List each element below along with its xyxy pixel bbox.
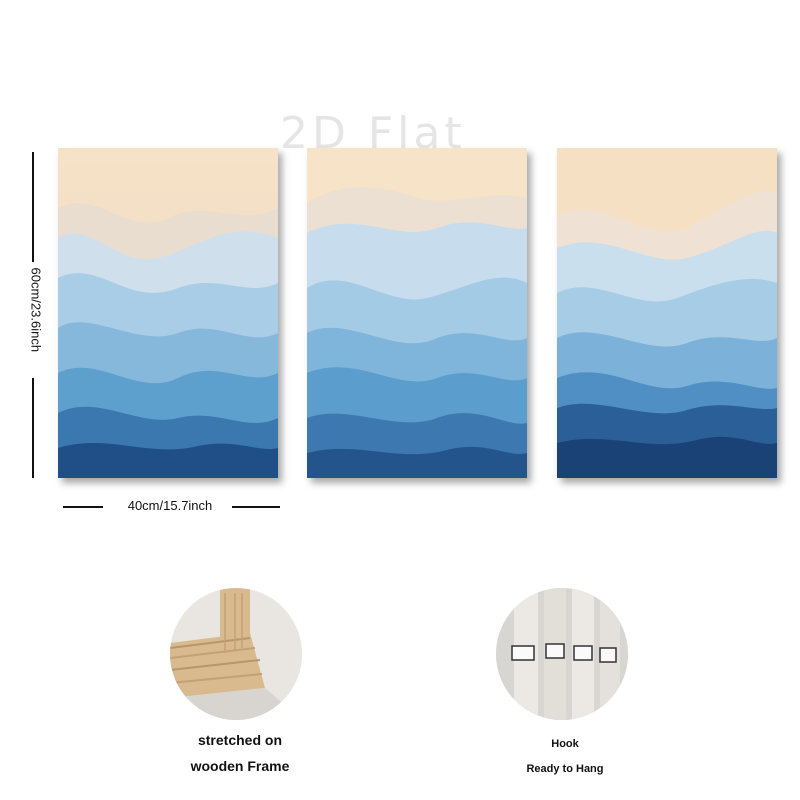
middle-canvas-panel [307, 148, 527, 478]
hook-icon [496, 588, 628, 720]
right-canvas-panel [557, 148, 777, 478]
wave-art-image [58, 148, 278, 478]
width-dimension-line-left [63, 506, 103, 508]
height-dimension-line-bottom [32, 378, 34, 478]
width-dimension-label: 40cm/15.7inch [127, 498, 213, 513]
wave-art-image [307, 148, 527, 478]
frame-caption-line2: wooden Frame [190, 758, 290, 774]
wooden-frame-icon [170, 588, 302, 720]
frame-caption-line1: stretched on [197, 732, 282, 748]
left-canvas-panel [58, 148, 278, 478]
hook-caption-line1: Hook [551, 738, 579, 750]
wooden-frame-photo [170, 588, 302, 720]
wave-art-image [557, 148, 777, 478]
hook-photo [496, 588, 628, 720]
width-dimension-line-right [232, 506, 280, 508]
height-dimension-line-top [32, 152, 34, 262]
hook-caption-line2: Ready to Hang [526, 763, 604, 775]
height-dimension-label: 60cm/23.6inch [28, 267, 44, 353]
